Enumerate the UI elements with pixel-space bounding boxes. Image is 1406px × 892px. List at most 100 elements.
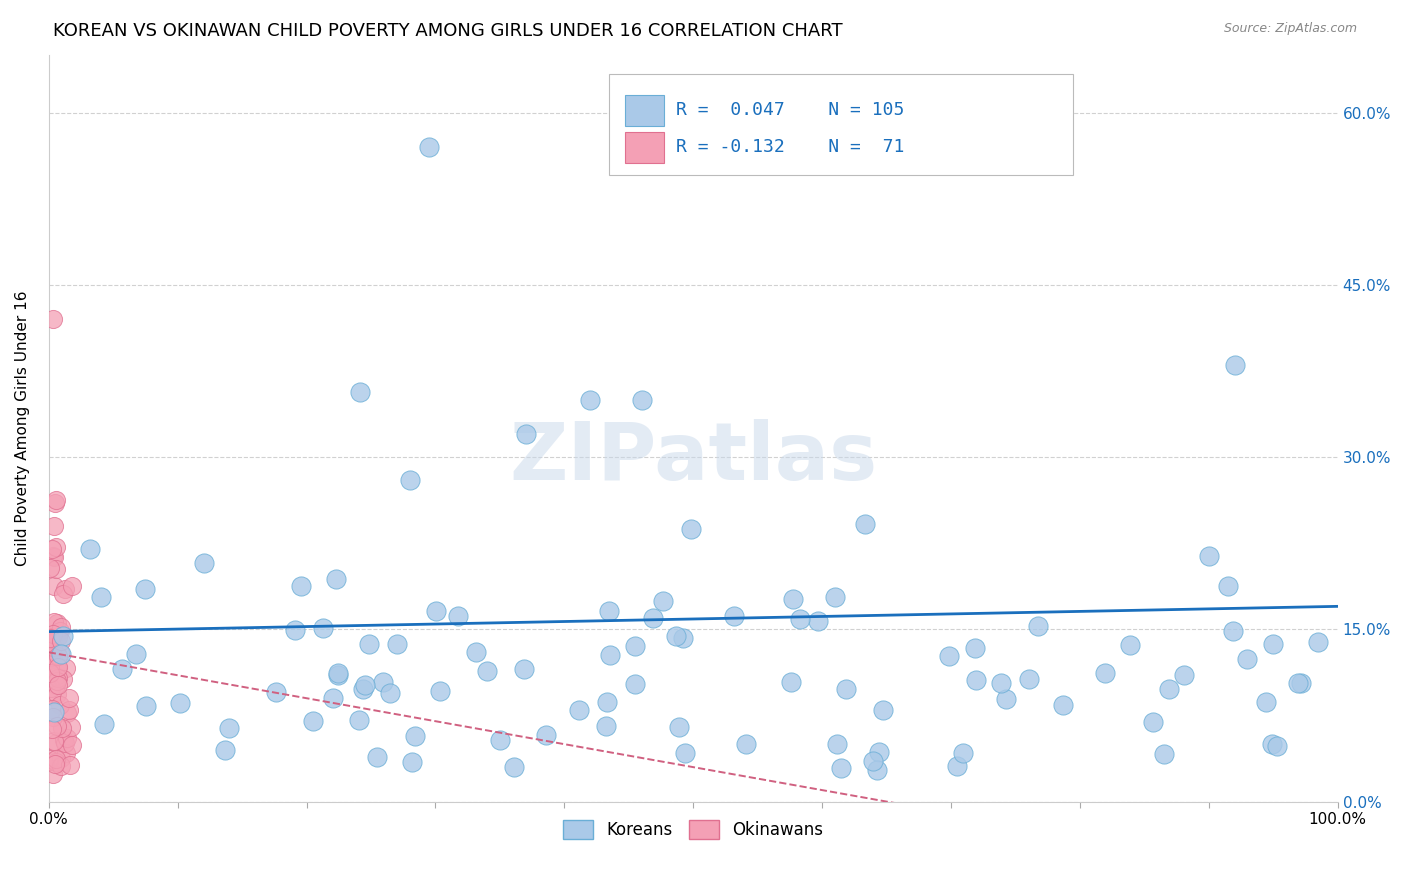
Point <box>465 645 488 659</box>
Point <box>1216 578 1239 592</box>
Point <box>193 556 215 570</box>
Point <box>45 562 67 576</box>
Point <box>290 579 312 593</box>
Point <box>39 640 62 655</box>
Point <box>1119 638 1142 652</box>
Point <box>326 667 349 681</box>
Point <box>53 736 76 750</box>
Point <box>536 728 558 742</box>
Point <box>39 631 62 645</box>
Point <box>44 496 66 510</box>
Point <box>39 681 62 695</box>
Point <box>51 647 73 661</box>
Point <box>853 516 876 531</box>
Y-axis label: Child Poverty Among Girls Under 16: Child Poverty Among Girls Under 16 <box>15 291 30 566</box>
Point <box>56 731 79 745</box>
Point <box>385 636 408 650</box>
Point <box>1157 682 1180 697</box>
Point <box>824 590 846 604</box>
Point <box>42 627 65 641</box>
Point <box>862 754 884 768</box>
Point <box>41 722 63 736</box>
Point <box>58 703 80 717</box>
Point <box>835 682 858 697</box>
Point <box>49 624 72 638</box>
Point <box>1026 618 1049 632</box>
Point <box>825 737 848 751</box>
Point <box>45 755 67 769</box>
Point <box>44 756 66 771</box>
Point <box>398 473 420 487</box>
Point <box>624 677 647 691</box>
Point <box>1223 358 1246 372</box>
Point <box>284 623 307 637</box>
Point <box>45 719 67 733</box>
Point <box>52 587 75 601</box>
Point <box>349 385 371 400</box>
Point <box>623 639 645 653</box>
Point <box>41 766 63 780</box>
Point <box>1236 652 1258 666</box>
Point <box>679 522 702 536</box>
Point <box>502 759 524 773</box>
Point <box>45 669 67 683</box>
Point <box>44 579 66 593</box>
Point <box>568 703 591 717</box>
Point <box>52 629 75 643</box>
Point <box>1261 737 1284 751</box>
Point <box>55 746 77 760</box>
Point <box>357 637 380 651</box>
Point <box>404 729 426 743</box>
Text: ZIPatlas: ZIPatlas <box>509 419 877 497</box>
Point <box>579 392 602 407</box>
Point <box>322 691 344 706</box>
Point <box>1256 695 1278 709</box>
Point <box>38 751 60 765</box>
Point <box>872 703 894 717</box>
Point <box>45 677 67 691</box>
Point <box>672 631 695 645</box>
Point <box>214 743 236 757</box>
Point <box>1291 676 1313 690</box>
Point <box>59 720 82 734</box>
Point <box>42 734 65 748</box>
Point <box>1173 667 1195 681</box>
Point <box>354 678 377 692</box>
Point <box>326 665 349 680</box>
Point <box>598 604 620 618</box>
Point <box>125 647 148 661</box>
Point <box>475 664 498 678</box>
Point <box>723 608 745 623</box>
Point <box>1265 739 1288 753</box>
Point <box>41 630 63 644</box>
Point <box>347 714 370 728</box>
Point <box>447 608 470 623</box>
Point <box>665 629 688 643</box>
Point <box>38 635 60 649</box>
Text: Source: ZipAtlas.com: Source: ZipAtlas.com <box>1223 22 1357 36</box>
Point <box>780 674 803 689</box>
Text: R =  0.047    N = 105: R = 0.047 N = 105 <box>676 101 905 119</box>
Point <box>673 746 696 760</box>
Point <box>418 140 440 154</box>
Point <box>51 721 73 735</box>
Point <box>946 759 969 773</box>
Point <box>963 641 986 656</box>
Point <box>1306 634 1329 648</box>
Point <box>952 746 974 760</box>
Point <box>49 751 72 765</box>
Text: R = -0.132    N =  71: R = -0.132 N = 71 <box>676 138 905 156</box>
Point <box>266 684 288 698</box>
Point <box>55 582 77 597</box>
Point <box>1142 714 1164 729</box>
Point <box>39 661 62 675</box>
Point <box>599 648 621 663</box>
Point <box>782 592 804 607</box>
Point <box>312 621 335 635</box>
Point <box>39 665 62 680</box>
Point <box>366 750 388 764</box>
Point <box>1198 549 1220 563</box>
Point <box>1222 624 1244 639</box>
Point <box>60 579 83 593</box>
Point <box>595 719 617 733</box>
